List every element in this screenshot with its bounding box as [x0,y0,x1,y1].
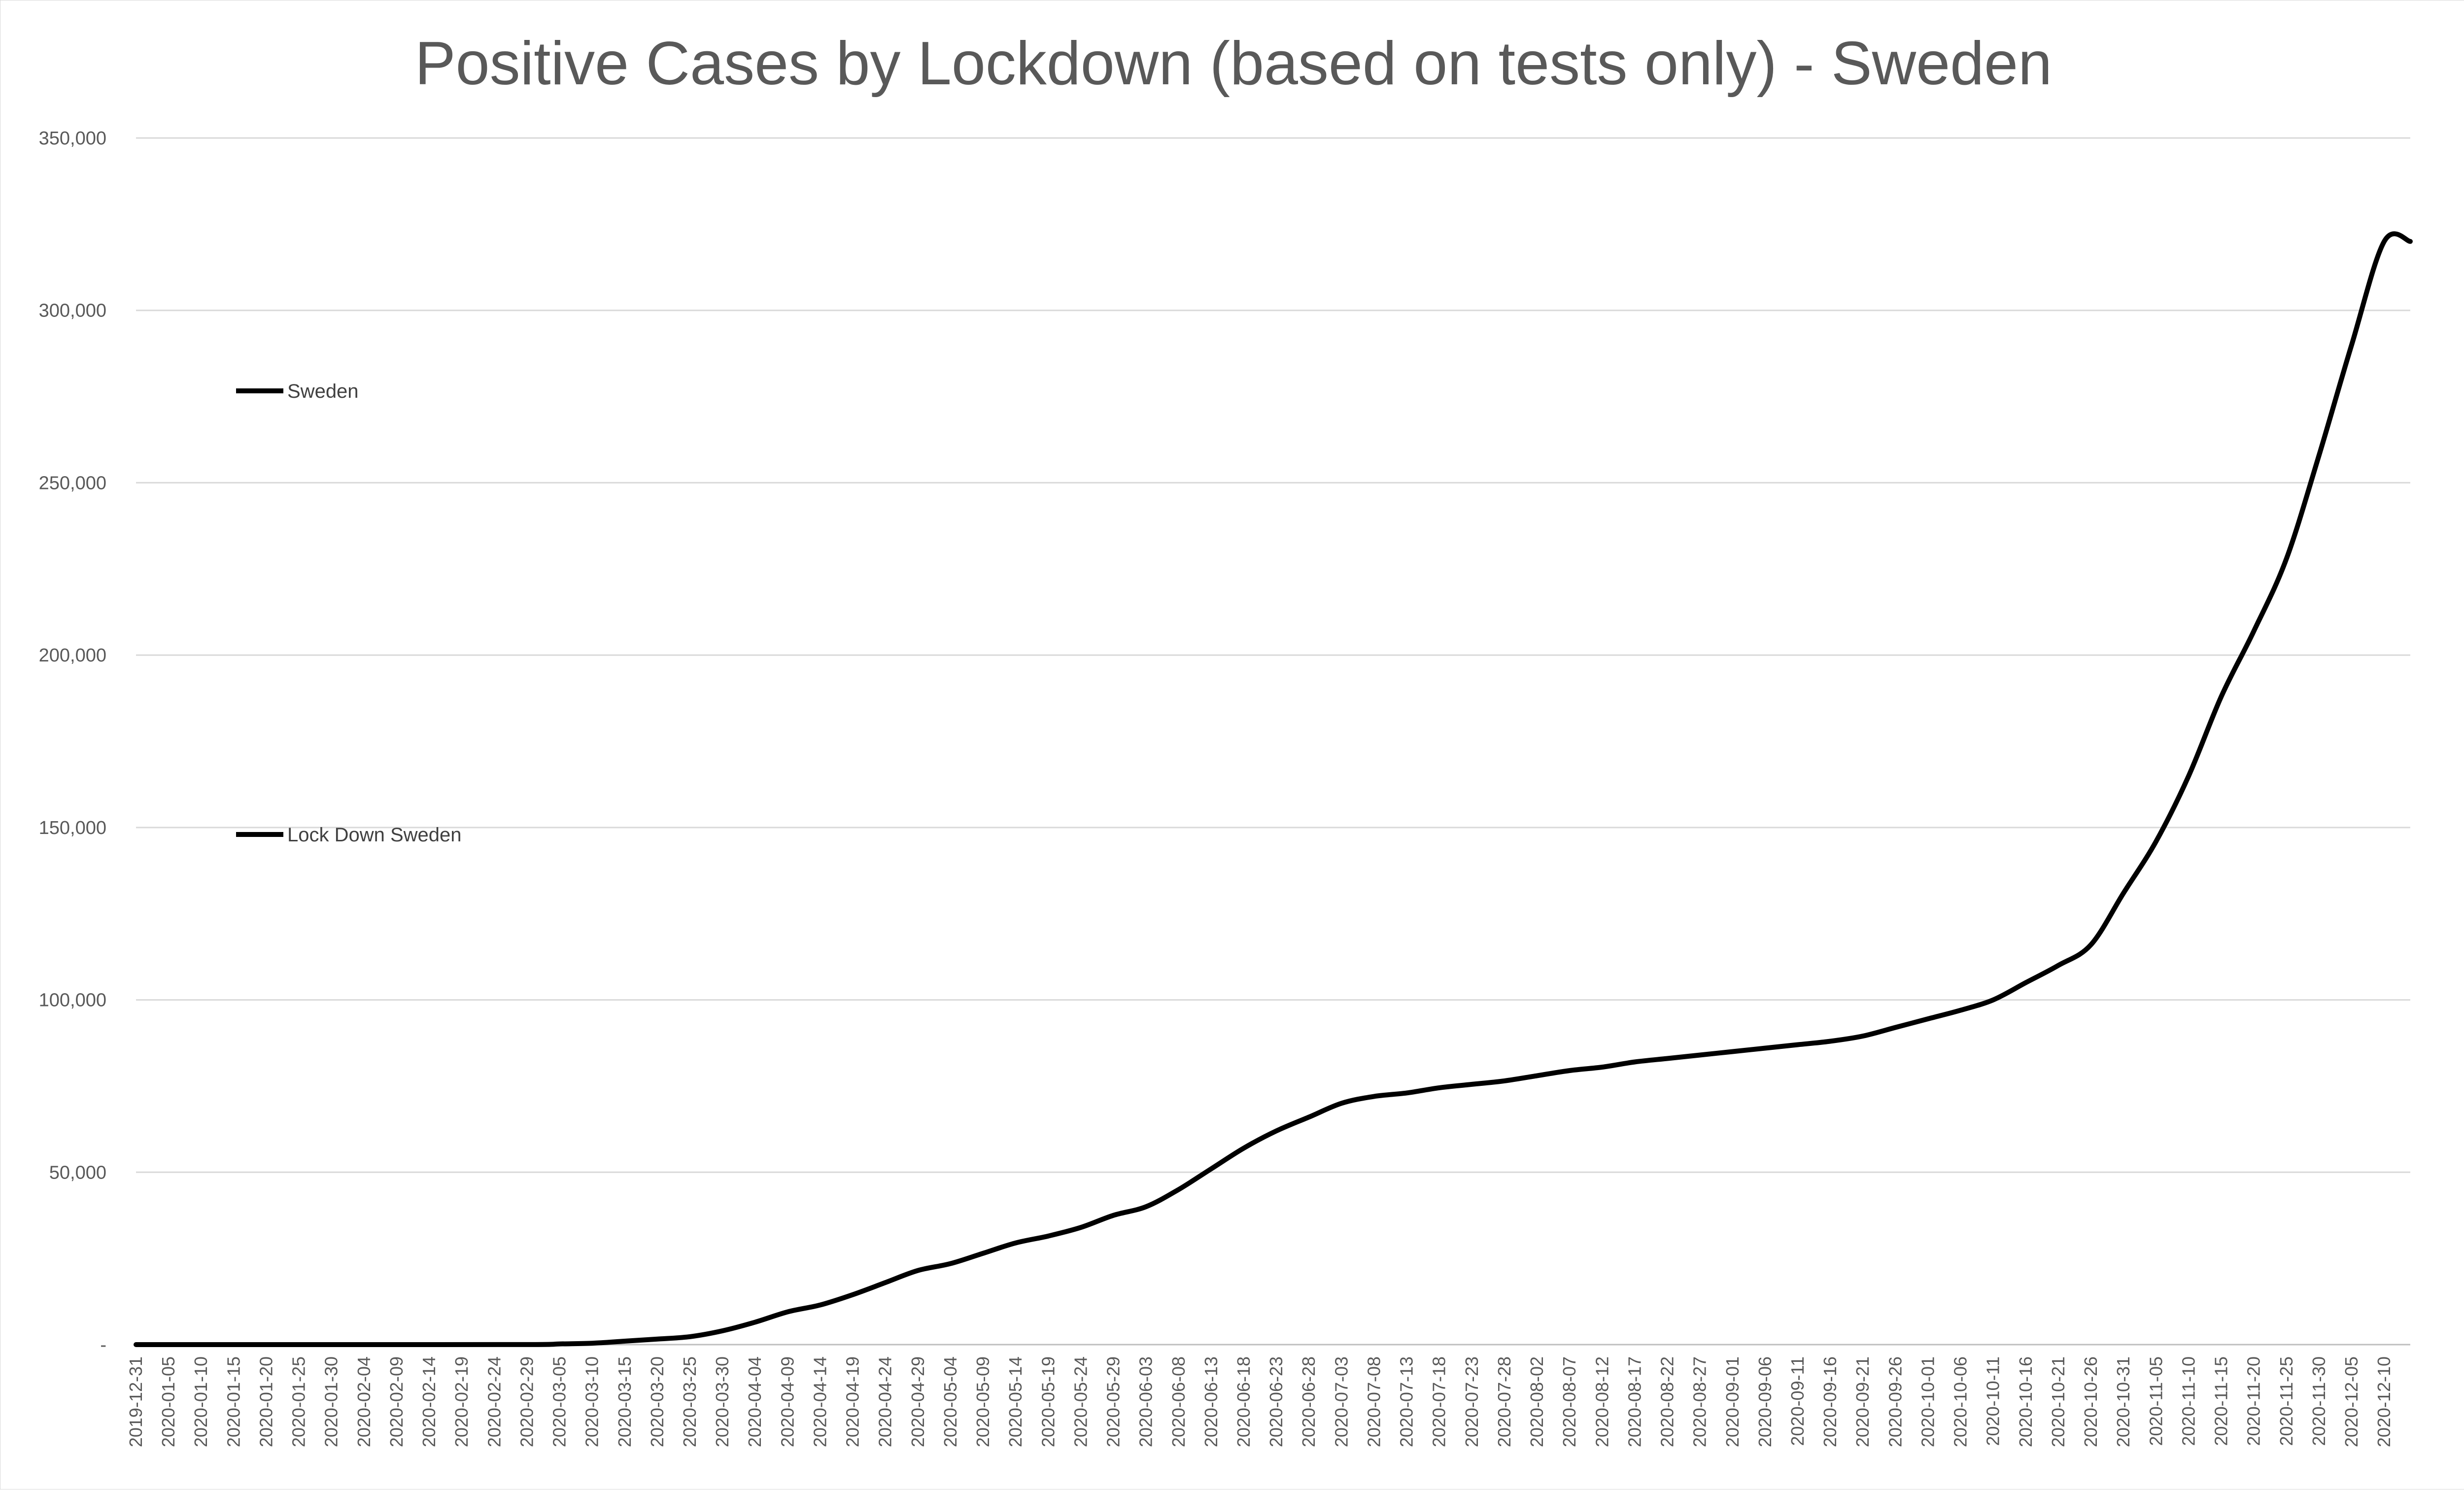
x-tick-label-2: 2020-01-10 [191,1356,211,1447]
x-tick-label-10: 2020-02-19 [451,1356,472,1447]
x-tick-label-4: 2020-01-20 [256,1356,276,1447]
series-lines [134,231,2413,1348]
x-tick-label-33: 2020-06-13 [1201,1356,1221,1447]
legend-entry-sweden: Sweden [236,381,359,402]
x-tick-label-69: 2020-12-10 [2374,1356,2394,1447]
x-tick-label-67: 2020-11-30 [2309,1356,2329,1446]
x-tick-label-32: 2020-06-08 [1168,1356,1189,1447]
x-tick-label-64: 2020-11-15 [2211,1356,2231,1446]
y-tick-label-0: - [100,1335,106,1355]
x-tick-label-50: 2020-09-06 [1755,1356,1775,1447]
x-tick-label-5: 2020-01-25 [289,1356,309,1447]
legend-label-sweden: Sweden [287,381,359,402]
x-tick-label-31: 2020-06-03 [1136,1356,1156,1447]
x-tick-label-66: 2020-11-25 [2276,1356,2296,1446]
x-tick-label-25: 2020-05-04 [940,1356,960,1447]
x-tick-label-39: 2020-07-13 [1397,1356,1417,1447]
x-tick-label-0: 2019-12-31 [126,1356,146,1447]
x-tick-label-3: 2020-01-15 [223,1356,243,1447]
x-tick-label-57: 2020-10-11 [1983,1356,2003,1446]
x-tick-label-30: 2020-05-29 [1103,1356,1124,1447]
x-tick-label-34: 2020-06-18 [1233,1356,1254,1447]
x-tick-label-9: 2020-02-14 [419,1356,439,1447]
x-tick-label-14: 2020-03-10 [582,1356,602,1447]
y-tick-label-3: 150,000 [39,818,106,838]
x-tick-label-22: 2020-04-19 [843,1356,863,1447]
y-tick-label-4: 200,000 [39,645,106,666]
x-tick-label-19: 2020-04-04 [745,1356,765,1447]
x-tick-label-58: 2020-10-16 [2016,1356,2036,1447]
x-tick-label-36: 2020-06-28 [1299,1356,1319,1447]
y-axis-tick-labels: - 50,000 100,000 150,000 200,000 250,000 300,0… [39,128,106,1355]
x-tick-label-12: 2020-02-29 [516,1356,537,1447]
x-tick-label-42: 2020-07-28 [1494,1356,1514,1447]
x-tick-label-53: 2020-09-21 [1852,1356,1873,1447]
x-tick-label-37: 2020-07-03 [1331,1356,1351,1447]
x-tick-label-49: 2020-09-01 [1722,1356,1743,1447]
x-tick-label-20: 2020-04-09 [777,1356,797,1447]
y-tick-label-2: 100,000 [39,990,106,1011]
x-axis-tick-labels: 2019-12-31 2020-01-05 2020-01-10 2020-01-15… [126,1356,2394,1447]
chart-title: Positive Cases by Lockdown (based on tes… [415,30,2052,98]
x-tick-label-56: 2020-10-06 [1951,1356,1971,1447]
x-tick-label-68: 2020-12-05 [2341,1356,2361,1447]
x-tick-label-6: 2020-01-30 [321,1356,342,1447]
x-tick-label-7: 2020-02-04 [354,1356,374,1447]
x-tick-label-26: 2020-05-09 [973,1356,993,1447]
x-tick-label-51: 2020-09-11 [1787,1356,1808,1446]
y-tick-label-5: 250,000 [39,473,106,493]
x-tick-label-1: 2020-01-05 [158,1356,178,1447]
x-tick-label-40: 2020-07-18 [1429,1356,1449,1447]
x-tick-label-23: 2020-04-24 [875,1356,895,1447]
legend-label-lock-down-sweden: Lock Down Sweden [287,824,462,846]
x-tick-label-29: 2020-05-24 [1070,1356,1091,1447]
x-tick-label-38: 2020-07-08 [1364,1356,1384,1447]
x-tick-label-62: 2020-11-05 [2146,1356,2166,1446]
x-tick-label-52: 2020-09-16 [1820,1356,1840,1447]
x-tick-label-60: 2020-10-26 [2081,1356,2101,1447]
x-tick-label-18: 2020-03-30 [712,1356,732,1447]
series-line-0 [134,231,2413,1348]
y-tick-label-1: 50,000 [49,1162,106,1183]
x-tick-label-43: 2020-08-02 [1527,1356,1547,1447]
x-tick-label-61: 2020-10-31 [2113,1356,2133,1447]
x-tick-label-24: 2020-04-29 [908,1356,928,1447]
x-tick-label-15: 2020-03-15 [615,1356,635,1447]
x-tick-label-47: 2020-08-22 [1657,1356,1677,1447]
x-tick-label-54: 2020-09-26 [1885,1356,1905,1447]
x-tick-label-27: 2020-05-14 [1005,1356,1026,1447]
x-tick-label-59: 2020-10-21 [2048,1356,2068,1447]
x-tick-label-44: 2020-08-07 [1559,1356,1579,1447]
gridlines [136,137,2410,1346]
x-tick-label-65: 2020-11-20 [2244,1356,2264,1446]
legend: Sweden Lock Down Sweden [236,381,462,846]
x-tick-label-46: 2020-08-17 [1624,1356,1644,1447]
x-tick-label-63: 2020-11-10 [2178,1356,2198,1446]
x-tick-label-55: 2020-10-01 [1917,1356,1938,1447]
x-tick-label-48: 2020-08-27 [1690,1356,1710,1447]
x-tick-label-17: 2020-03-25 [680,1356,700,1447]
x-tick-label-41: 2020-07-23 [1462,1356,1482,1447]
x-tick-label-28: 2020-05-19 [1038,1356,1058,1447]
x-tick-label-35: 2020-06-23 [1266,1356,1286,1447]
x-tick-label-13: 2020-03-05 [549,1356,570,1447]
y-tick-label-7: 350,000 [39,128,106,149]
x-tick-label-8: 2020-02-09 [386,1356,407,1447]
y-tick-label-6: 300,000 [39,301,106,321]
x-tick-label-21: 2020-04-14 [810,1356,830,1447]
legend-entry-lock-down-sweden: Lock Down Sweden [236,824,462,846]
x-tick-label-11: 2020-02-24 [484,1356,504,1447]
x-tick-label-16: 2020-03-20 [647,1356,667,1447]
x-tick-label-45: 2020-08-12 [1592,1356,1612,1447]
